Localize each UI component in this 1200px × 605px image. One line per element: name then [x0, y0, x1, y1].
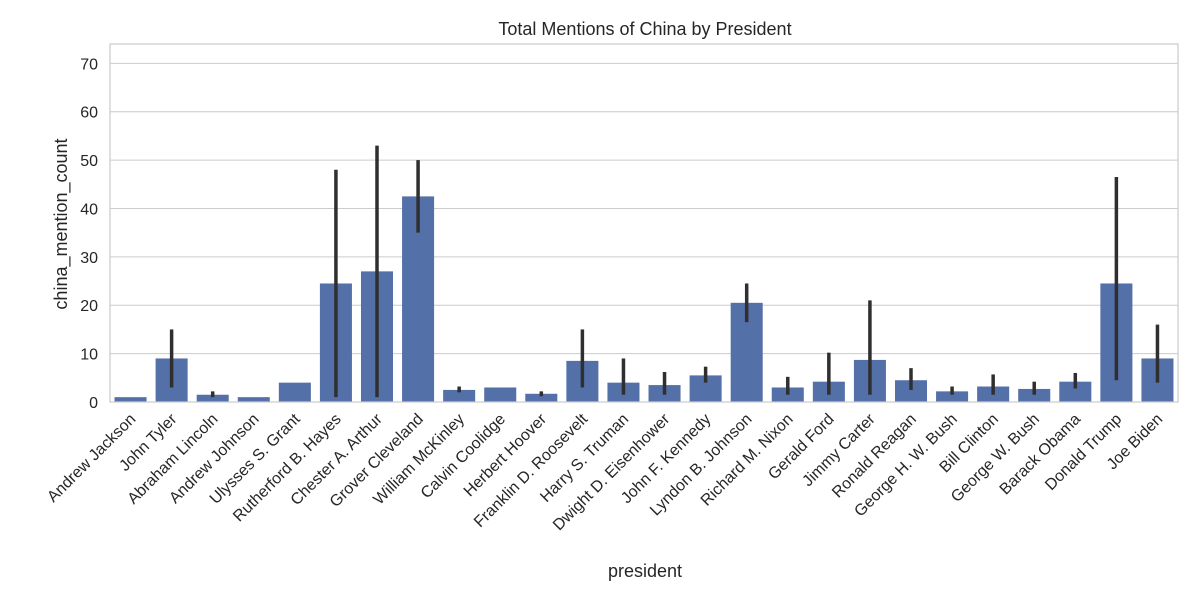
y-tick-label: 20	[80, 298, 98, 315]
gridlines	[110, 62, 1178, 403]
y-axis-title: china_mention_count	[51, 138, 72, 309]
y-tick-label: 50	[80, 153, 98, 170]
y-tick-label: 0	[89, 395, 98, 412]
bar	[196, 394, 229, 402]
bar	[114, 397, 147, 402]
bar	[1059, 381, 1092, 402]
y-tick-label: 30	[80, 250, 98, 267]
y-tick-labels: 0 10 20 30 40 50 60 70	[80, 56, 98, 412]
bar	[443, 389, 476, 402]
y-tick-label: 70	[80, 56, 98, 73]
error-bars	[169, 145, 1160, 398]
bar	[278, 382, 311, 402]
y-tick-label: 10	[80, 347, 98, 364]
bar	[936, 391, 969, 402]
bar	[894, 380, 928, 402]
axes-frame	[109, 43, 1179, 403]
y-tick-label: 60	[80, 105, 98, 122]
bar	[1018, 388, 1051, 402]
x-axis-title: president	[608, 561, 682, 581]
bar	[237, 397, 270, 402]
chart-title: Total Mentions of China by President	[498, 19, 791, 39]
y-tick-label: 40	[80, 201, 98, 218]
bar	[525, 393, 558, 402]
bar	[484, 387, 517, 402]
